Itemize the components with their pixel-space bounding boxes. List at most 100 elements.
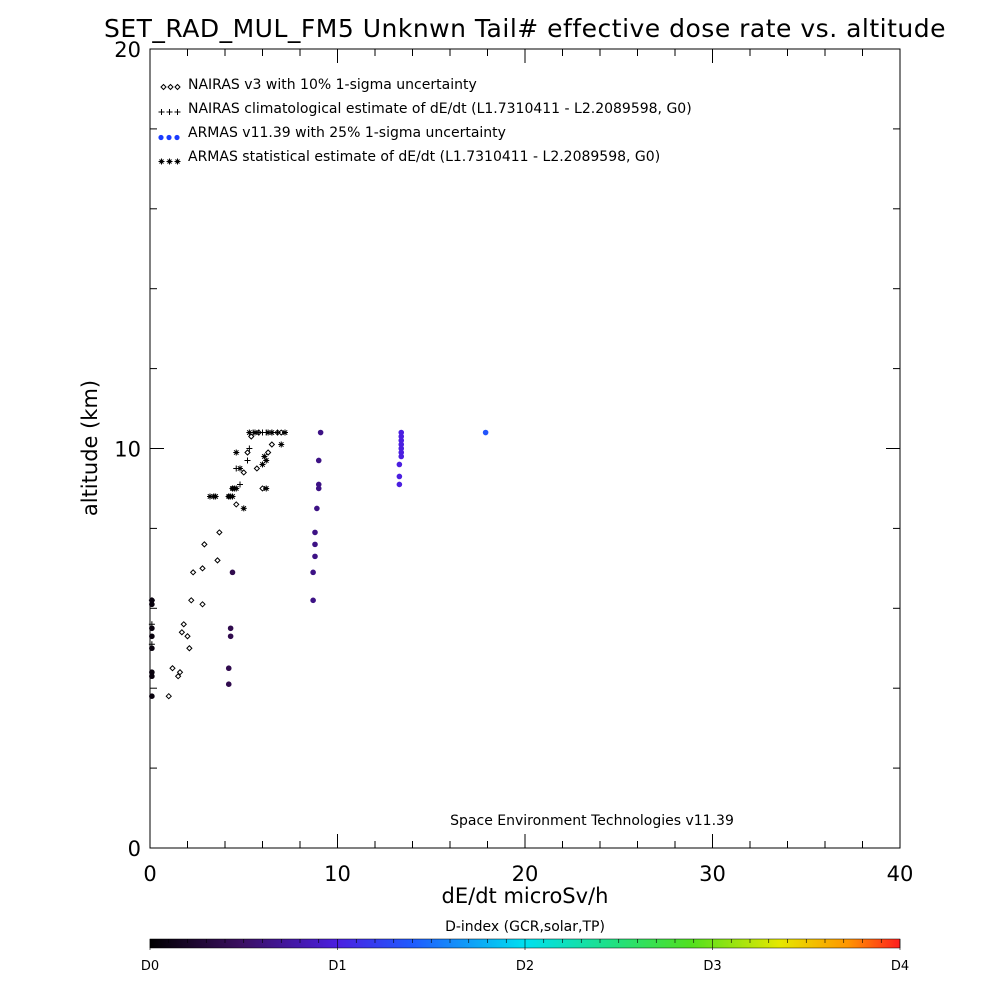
armas-point <box>149 673 155 680</box>
armas-point <box>310 569 316 576</box>
armas-point <box>312 529 318 536</box>
armas-point <box>314 505 320 512</box>
armas-point <box>398 433 405 440</box>
nairas-v3-point <box>201 541 208 548</box>
nairas-climatological-point <box>274 429 281 436</box>
credit-text: Space Environment Technologies v11.39 <box>450 813 734 829</box>
nairas-climatological-point <box>244 457 251 464</box>
nairas-v3-point <box>216 529 223 536</box>
armas-point <box>398 437 405 444</box>
armas-statistical-point <box>263 457 270 464</box>
colorbar-label: D2 <box>516 959 534 974</box>
armas-point <box>149 633 155 640</box>
armas-statistical-point <box>268 429 275 436</box>
armas-point <box>149 597 155 604</box>
plot-frame <box>149 48 901 849</box>
armas-point <box>312 541 318 548</box>
armas-statistical-point <box>207 493 213 500</box>
armas-statistical-point <box>278 441 285 448</box>
armas-point <box>149 693 155 699</box>
x-tick-label: 40 <box>887 862 914 886</box>
armas-statistical-point <box>233 485 240 492</box>
x-tick-label: 10 <box>324 862 351 886</box>
legend-label-nairas-climatological: NAIRAS climatological estimate of dE/dt … <box>188 101 692 117</box>
armas-statistical-point <box>282 429 288 436</box>
nairas-v3-point <box>184 633 191 640</box>
legend-marker-armas-statistical <box>158 158 181 165</box>
x-tick-label: 30 <box>699 862 726 886</box>
legend-label-armas: ARMAS v11.39 with 25% 1-sigma uncertaint… <box>188 125 506 141</box>
nairas-v3-point <box>180 621 187 628</box>
armas-point <box>227 625 234 632</box>
armas-statistical-point <box>237 465 243 472</box>
nairas-v3-point <box>253 465 261 472</box>
chart-title: SET_RAD_MUL_FM5 Unknwn Tail# effective d… <box>104 14 946 43</box>
armas-statistical-point <box>212 493 219 500</box>
colorbar-label: D0 <box>141 959 159 974</box>
armas-statistical-point <box>259 461 266 468</box>
armas-point <box>398 441 405 448</box>
armas-point <box>396 461 403 468</box>
legend-label-nairas-v3: NAIRAS v3 with 10% 1-sigma uncertainty <box>188 77 477 93</box>
armas-point <box>149 625 155 632</box>
armas-point <box>149 669 155 676</box>
armas-point <box>317 429 324 436</box>
nairas-v3-point <box>186 645 193 652</box>
nairas-v3-point <box>264 449 272 456</box>
y-tick-label: 10 <box>114 438 141 462</box>
legend-marker-nairas-climatological <box>158 109 181 115</box>
nairas-climatological-point <box>237 481 243 488</box>
nairas-v3-point <box>176 669 184 676</box>
colorbar-labels: D0 D1 D2 D3 D4 <box>141 959 909 974</box>
armas-point <box>225 681 232 688</box>
y-tick-label: 20 <box>114 38 141 62</box>
colorbar-ticks <box>149 939 901 950</box>
armas-point <box>312 553 318 560</box>
x-tick-label: 20 <box>512 862 539 886</box>
y-axis-label: altitude (km) <box>78 380 102 516</box>
armas-statistical-point <box>263 485 270 492</box>
nairas-v3-point <box>244 449 251 456</box>
armas-statistical-point <box>229 493 236 500</box>
nairas-v3-point <box>188 597 195 604</box>
armas-point <box>398 429 405 436</box>
nairas-v3-point <box>233 501 240 508</box>
nairas-v3-point <box>178 629 186 636</box>
armas-point <box>482 429 489 436</box>
nairas-v3-point <box>268 441 276 448</box>
armas-point <box>398 449 405 456</box>
nairas-v3-point <box>165 692 172 700</box>
legend-marker-armas <box>158 134 180 141</box>
colorbar-label: D4 <box>891 959 909 974</box>
armas-point <box>149 601 155 608</box>
armas-point <box>225 665 232 672</box>
armas-point <box>396 481 403 488</box>
x-axis-label: dE/dt microSv/h <box>442 884 609 908</box>
legend-marker-nairas-v3 <box>160 83 181 91</box>
armas-statistical-point <box>240 505 247 512</box>
nairas-v3-point <box>189 569 197 576</box>
legend: NAIRAS v3 with 10% 1-sigma uncertainty N… <box>158 77 692 165</box>
armas-statistical-point <box>252 429 258 436</box>
armas-statistical-point <box>261 453 268 460</box>
armas-point <box>310 597 316 604</box>
nairas-v3-point <box>169 665 176 672</box>
x-tick-labels: 0 10 20 30 40 <box>143 862 913 886</box>
armas-point <box>398 453 405 460</box>
armas-point <box>229 569 236 576</box>
nairas-climatological-point <box>246 445 253 452</box>
axis-ticks <box>149 48 901 849</box>
armas-point <box>315 457 322 464</box>
armas-statistical-point <box>233 449 240 456</box>
nairas-v3-point <box>248 433 255 440</box>
nairas-v3-point <box>199 601 206 608</box>
colorbar-title: D-index (GCR,solar,TP) <box>445 919 605 935</box>
nairas-v3-point <box>199 565 206 572</box>
armas-point <box>149 645 155 652</box>
colorbar-label: D3 <box>703 959 721 974</box>
armas-point <box>396 473 403 480</box>
colorbar-label: D1 <box>328 959 346 974</box>
armas-point <box>315 485 322 492</box>
legend-label-armas-statistical: ARMAS statistical estimate of dE/dt (L1.… <box>188 149 660 165</box>
